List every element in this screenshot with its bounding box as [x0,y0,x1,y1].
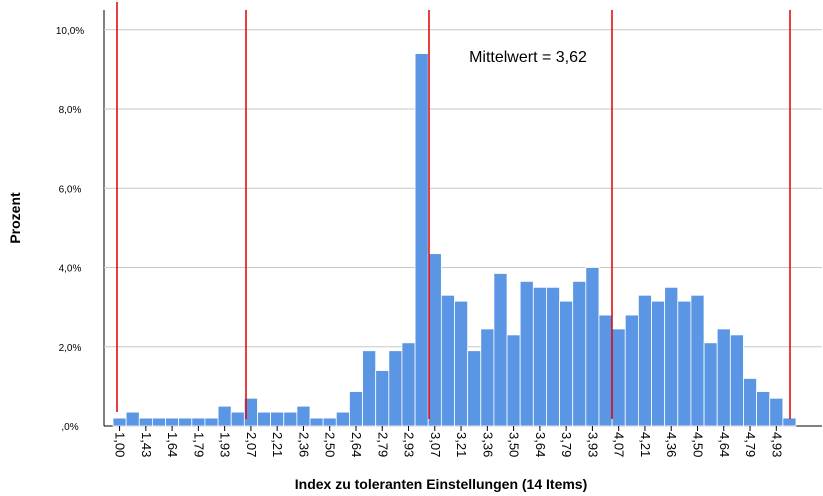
y-axis-label: Prozent [7,192,23,244]
bar [375,370,390,427]
bar [519,280,534,427]
bar [454,300,469,427]
bar [559,300,574,427]
bar [756,391,771,427]
x-tick-label: 1,43 [139,432,154,457]
bar [152,417,166,427]
bar [546,286,560,427]
bar [703,342,718,427]
bar [624,314,639,427]
x-tick-label: 4,64 [717,432,732,457]
x-tick-label: 2,79 [375,432,390,457]
x-tick-label: 2,93 [402,432,417,457]
y-tick-label: ,0% [61,422,78,433]
bar [178,417,193,427]
bar [217,405,232,427]
x-tick-label: 3,21 [454,432,469,457]
bar [782,417,797,427]
bar [467,350,482,427]
bar [257,411,272,427]
bar [165,417,180,427]
x-tick-label: 2,36 [296,432,311,457]
bar [480,328,495,427]
bar [230,411,245,427]
x-tick-label: 1,64 [165,432,180,457]
bar [598,314,613,427]
x-tick-label: 2,50 [323,432,338,457]
bar [611,328,626,427]
x-tick-label: 4,79 [743,432,758,457]
bar [349,391,363,427]
bar [677,300,692,427]
bar [664,286,679,427]
bar [532,286,547,427]
bar [743,378,757,427]
x-tick-label: 2,64 [349,432,364,457]
bar [335,411,350,427]
plot-area: ,0% 2,0% 4,0% 6,0% 8,0% 10,0% 1,00 1,43 1,64 1,79… [56,10,822,457]
x-tick-label: 4,07 [612,432,627,457]
bar [440,294,455,427]
bar [296,405,311,427]
y-tick-label: 6,0% [59,184,82,195]
x-tick-label: 4,21 [638,432,653,457]
x-tick-label: 4,36 [664,432,679,457]
bar [191,417,206,427]
annotation: Mittelwert = 3,62 [469,49,587,66]
bar [729,334,744,427]
bar [572,280,587,427]
bar [585,267,600,427]
x-tick-label: 3,07 [428,432,443,457]
x-tick-label: 4,93 [769,432,784,457]
bar [112,417,127,427]
x-tick-label: 3,36 [480,432,495,457]
y-tick-label: 2,0% [59,343,82,354]
bar [651,300,666,427]
x-tick-label: 2,21 [270,432,285,457]
y-tick-label: 10,0% [56,26,84,37]
reference-lines [116,2,791,419]
bar [427,253,442,427]
bar [414,53,429,427]
bar [401,342,416,427]
y-tick-label: 8,0% [59,105,82,116]
x-tick-label: 3,93 [585,432,600,457]
bar [388,350,403,427]
bar [506,334,521,427]
bar [690,294,705,427]
bar [125,411,140,427]
bar [270,411,285,427]
bar [309,417,324,427]
bar [769,397,784,427]
bar [322,417,337,427]
x-tick-label: 4,50 [690,432,705,457]
bar [716,328,731,427]
bar [204,417,219,427]
bar [283,411,298,427]
bar [493,273,508,427]
x-axis-label: Index zu toleranten Einstellungen (14 It… [295,476,588,492]
bar [362,350,377,427]
x-tick-label: 1,00 [113,432,128,457]
bar [138,417,153,427]
x-tick-label: 1,79 [191,432,206,457]
x-tick-label: 2,07 [244,432,259,457]
x-tick-label: 3,64 [533,432,548,457]
x-tick-label: 1,93 [218,432,233,457]
bar [637,294,652,427]
y-tick-label: 4,0% [59,264,82,275]
x-tick-label: 3,50 [507,432,522,457]
x-tick-label: 3,79 [559,432,574,457]
